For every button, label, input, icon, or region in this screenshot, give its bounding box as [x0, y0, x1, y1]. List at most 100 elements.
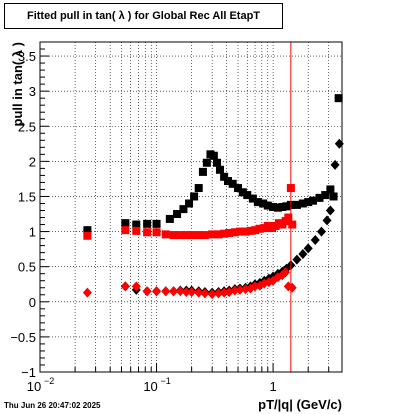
data-point [243, 191, 252, 200]
data-point [250, 281, 260, 292]
data-point [253, 198, 262, 207]
data-point [214, 230, 223, 239]
data-point [121, 219, 130, 228]
data-point [194, 231, 203, 240]
data-point [152, 228, 161, 237]
data-point [310, 235, 320, 245]
data-point [225, 228, 234, 237]
data-point [214, 288, 224, 299]
data-point [230, 228, 239, 237]
data-point [220, 229, 229, 238]
data-point [169, 231, 178, 240]
data-point [255, 224, 264, 233]
chart-title: Fitted pull in tan( λ ) for Global Rec A… [26, 10, 261, 22]
data-point [132, 220, 141, 229]
data-point [165, 214, 174, 223]
data-point [263, 201, 272, 210]
data-point [326, 185, 335, 194]
data-point [234, 184, 243, 193]
data-point [143, 219, 152, 228]
data-point [292, 200, 301, 209]
data-point [325, 205, 335, 216]
plot-frame [39, 41, 343, 373]
data-point [179, 205, 188, 214]
data-point [220, 172, 229, 181]
y-tick-label: 2.5 [18, 119, 36, 134]
y-tick-label: 0.5 [18, 260, 36, 275]
data-point [82, 287, 92, 298]
data-point [278, 203, 287, 211]
data-point [212, 158, 221, 167]
data-point [273, 203, 282, 212]
data-point [190, 192, 199, 201]
data-point [176, 231, 185, 240]
data-point [322, 215, 332, 226]
data-point [152, 219, 161, 228]
data-point [215, 165, 224, 174]
data-point [173, 210, 182, 219]
data-point [304, 198, 313, 207]
data-point [132, 226, 141, 235]
axis-ticks: −1−0.500.511.522.533.510 −2 10 −1 1 [10, 41, 330, 394]
x-axis-label: pT/|q| (GeV/c) [258, 397, 342, 412]
data-point [287, 282, 297, 293]
data-point [161, 230, 170, 239]
y-tick-label: 2 [29, 154, 36, 169]
plot-series [82, 42, 344, 372]
data-point [334, 94, 343, 103]
data-point [292, 254, 302, 265]
data-point [143, 228, 152, 237]
y-tick-label: 1.5 [18, 189, 36, 204]
series-3 [120, 138, 344, 298]
data-point [315, 193, 324, 202]
data-point [187, 286, 197, 297]
x-tick-exponent: −1 [161, 376, 171, 386]
data-point [185, 199, 194, 208]
data-point [298, 249, 308, 260]
data-point [207, 289, 217, 300]
x-tick-exponent: −2 [44, 376, 54, 386]
timestamp: Thu Jun 26 20:47:02 2025 [4, 401, 101, 410]
data-point [298, 199, 307, 208]
data-point [269, 203, 278, 211]
x-tick-label: 10 [27, 379, 41, 394]
data-point [288, 220, 297, 229]
y-tick-label: 3.5 [18, 49, 36, 64]
data-point [120, 281, 130, 292]
data-point [303, 243, 313, 254]
data-point [281, 267, 291, 278]
data-point [330, 159, 340, 170]
data-point [236, 227, 245, 236]
x-tick-label: 1 [269, 379, 276, 394]
data-point [161, 286, 171, 297]
data-point [228, 179, 237, 188]
data-point [309, 196, 318, 205]
series-4 [82, 267, 297, 300]
data-point [223, 177, 232, 186]
data-point [121, 226, 130, 235]
data-point [175, 286, 185, 297]
data-point [202, 158, 211, 167]
data-point [251, 226, 260, 235]
data-point [169, 286, 179, 297]
data-point [246, 226, 255, 235]
data-point [142, 286, 152, 297]
data-point [248, 194, 257, 203]
data-point [83, 231, 92, 240]
y-tick-label: 1 [29, 225, 36, 240]
data-point [194, 287, 204, 298]
y-tick-label: −1 [21, 365, 36, 380]
data-point [187, 231, 196, 240]
data-point [194, 184, 203, 193]
title-box: Fitted pull in tan( λ ) for Global Rec A… [4, 3, 283, 29]
data-point [259, 199, 268, 208]
series-1 [83, 94, 343, 235]
data-point [263, 221, 272, 230]
data-point [235, 284, 245, 295]
data-point [198, 167, 207, 176]
data-point [282, 202, 291, 211]
data-point [209, 151, 218, 160]
data-point [131, 281, 141, 292]
data-point [316, 226, 326, 237]
